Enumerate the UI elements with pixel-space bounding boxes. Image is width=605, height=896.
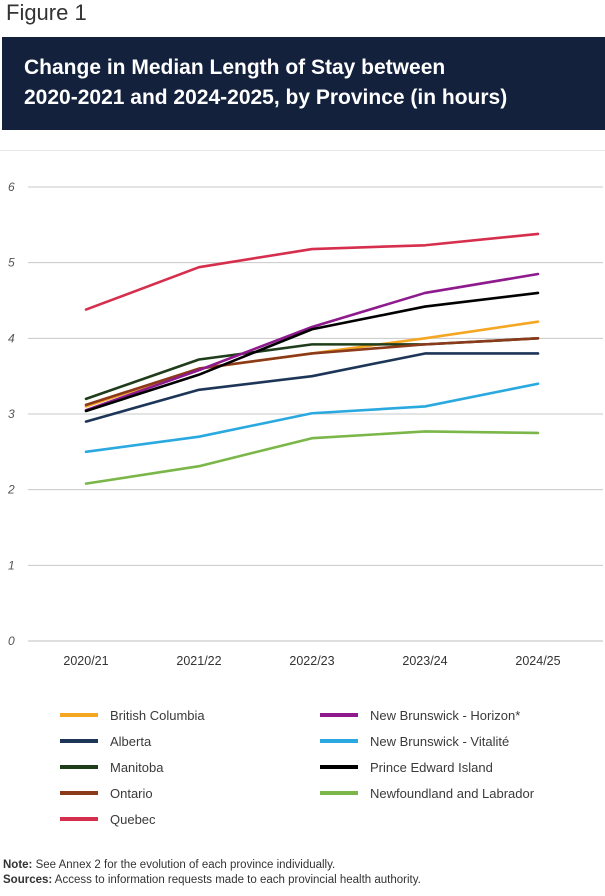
legend-label: Manitoba — [110, 759, 164, 775]
line-chart: 0 1 2 3 4 5 6 2020/21 2021/22 2022/23 2023/24 2024/… — [0, 149, 605, 670]
x-tick-label: 2022/23 — [289, 654, 334, 668]
series-line-7 — [84, 291, 540, 413]
legend-label: Newfoundland and Labrador — [370, 785, 535, 801]
legend-label: Quebec — [110, 811, 156, 827]
x-tick-label: 2023/24 — [402, 654, 447, 668]
sources-label: Sources: — [3, 874, 53, 886]
legend-swatch — [60, 765, 98, 769]
y-tick-label: 4 — [8, 331, 15, 345]
series-line-0 — [84, 320, 540, 408]
y-tick-label: 5 — [8, 256, 15, 270]
legend-swatch — [60, 713, 98, 717]
note-line: Note: See Annex 2 for the evolution of e… — [3, 858, 421, 873]
series-line-6 — [84, 382, 540, 454]
legend-item: New Brunswick - Horizon* — [320, 705, 520, 725]
legend-item: Newfoundland and Labrador — [320, 783, 534, 803]
x-tick-label: 2021/22 — [176, 654, 221, 668]
legend-swatch — [320, 765, 358, 769]
series-line-4 — [84, 232, 540, 311]
legend-swatch — [60, 817, 98, 821]
note-label: Note: — [3, 859, 33, 871]
legend-swatch — [320, 739, 358, 743]
chart-title-line-1: Change in Median Length of Stay between — [24, 56, 446, 79]
note-text: See Annex 2 for the evolution of each pr… — [32, 859, 336, 871]
y-tick-label: 6 — [8, 180, 15, 194]
legend-label: Alberta — [110, 733, 152, 749]
legend-label: New Brunswick - Vitalité — [370, 733, 510, 749]
y-tick-label: 0 — [8, 634, 15, 648]
series-line-5 — [84, 272, 540, 412]
legend-label: New Brunswick - Horizon* — [370, 707, 521, 723]
series-line-3 — [84, 337, 540, 407]
legend-item: Alberta — [60, 731, 151, 751]
sources-text: Access to information requests made to e… — [52, 874, 421, 886]
y-tick-label: 2 — [7, 483, 15, 497]
sources-line: Sources: Access to information requests … — [3, 873, 421, 888]
chart-title-line-2: 2020-2021 and 2024-2025, by Province (in… — [24, 86, 508, 109]
legend-item: Manitoba — [60, 757, 163, 777]
legend-item: British Columbia — [60, 705, 205, 725]
legend-swatch — [320, 713, 358, 717]
x-tick-label: 2024/25 — [515, 654, 560, 668]
legend-swatch — [320, 791, 358, 795]
legend-swatch — [60, 791, 98, 795]
line-chart-svg: 0 1 2 3 4 5 6 2020/21 2021/22 2022/23 2023/24 2024/… — [0, 149, 605, 668]
chart-notes: Note: See Annex 2 for the evolution of e… — [3, 858, 421, 888]
y-tick-label: 1 — [8, 558, 15, 572]
y-tick-label: 3 — [8, 407, 15, 421]
legend-swatch — [60, 739, 98, 743]
legend-item: Ontario — [60, 783, 153, 803]
legend-label: Ontario — [110, 785, 153, 801]
legend-item: Prince Edward Island — [320, 757, 493, 777]
x-tick-label: 2020/21 — [63, 654, 108, 668]
legend-item: Quebec — [60, 809, 156, 829]
series-line-1 — [84, 352, 540, 423]
figure-label: Figure 1 — [6, 0, 87, 25]
legend-label: British Columbia — [110, 707, 205, 723]
legend-item: New Brunswick - Vitalité — [320, 731, 509, 751]
chart-title-banner: Change in Median Length of Stay between … — [2, 37, 605, 130]
legend-label: Prince Edward Island — [370, 759, 493, 775]
series-line-8 — [84, 430, 540, 485]
